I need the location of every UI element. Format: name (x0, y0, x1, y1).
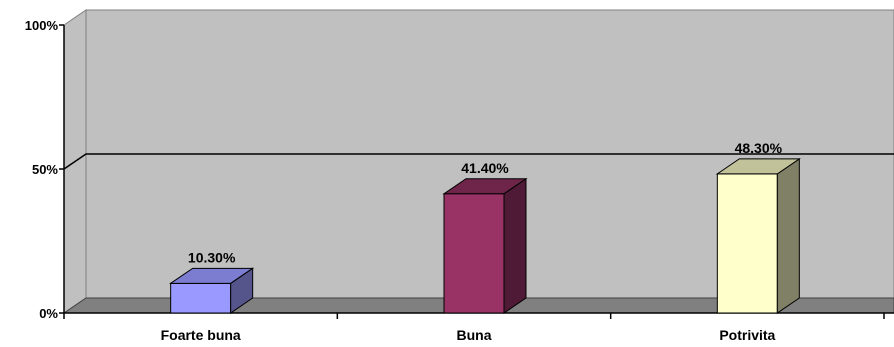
y-tick-label: 0% (39, 306, 58, 321)
bar-side (776, 157, 800, 314)
bar (715, 157, 801, 314)
x-tick-label: Potrivita (719, 327, 775, 343)
bar-front (170, 282, 232, 314)
y-tick-label: 100% (25, 18, 59, 33)
y-tick-label: 50% (32, 162, 58, 177)
gridlines (63, 153, 894, 170)
bar (442, 177, 528, 314)
bar-front (716, 173, 778, 314)
bars (169, 157, 801, 314)
data-label: 10.30% (188, 249, 236, 265)
data-label: 41.40% (461, 160, 509, 176)
x-tick-label: Foarte buna (161, 327, 241, 343)
gridline (63, 153, 894, 170)
data-label: 48.30% (735, 140, 783, 156)
bar-top (169, 267, 255, 284)
bar-top (715, 158, 801, 175)
labels: 0% 50% 100% 10.30% Foarte buna 41.40% Buna 48.3… (25, 18, 783, 343)
bar-front (443, 193, 505, 314)
bar (169, 267, 255, 314)
bar-side (503, 177, 527, 314)
x-tick-label: Buna (457, 327, 492, 343)
bar-top (442, 178, 528, 195)
